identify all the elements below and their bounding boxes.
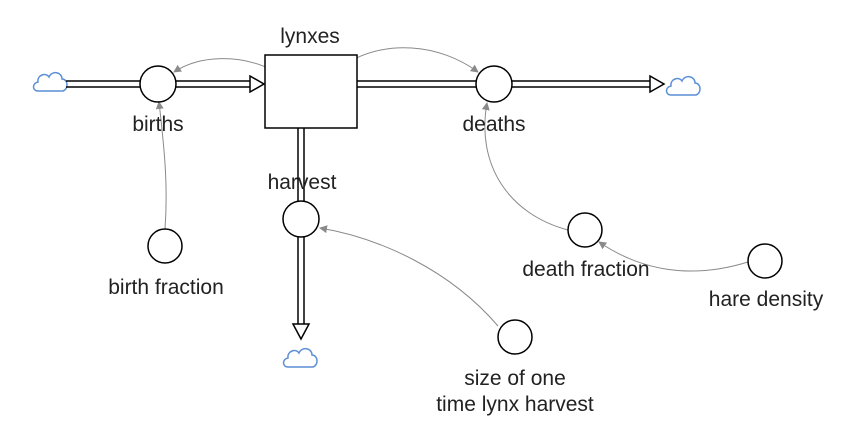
size-of-harvest-label-line-2: time lynx harvest (436, 393, 594, 416)
harvest-valve[interactable] (282, 200, 320, 238)
harvest-label: harvest (268, 171, 337, 194)
death-fraction-converter[interactable] (567, 212, 603, 248)
births-source-cloud-icon (32, 71, 68, 92)
harvest-sink-cloud-icon (282, 347, 318, 368)
size-of-harvest-converter[interactable] (497, 319, 533, 355)
births-valve[interactable] (139, 65, 177, 103)
size-of-harvest-label-line-1: size of one (464, 367, 566, 390)
deaths-valve[interactable] (475, 65, 513, 103)
deaths-label: deaths (462, 113, 525, 136)
link-lynxes-to-births[interactable] (173, 58, 273, 73)
lynxes-label: lynxes (280, 25, 340, 48)
births-label: births (132, 113, 183, 136)
birth-fraction-label: birth fraction (108, 276, 224, 299)
births-flow-pipe[interactable] (66, 74, 266, 94)
birth-fraction-converter[interactable] (147, 228, 183, 264)
link-birth-fraction-to-births[interactable] (155, 101, 167, 230)
link-size-of-harvest-to-harvest[interactable] (319, 225, 499, 327)
hare-density-label: hare density (709, 288, 824, 311)
lynxes-stock[interactable] (264, 54, 358, 129)
link-death-fraction-to-deaths[interactable] (481, 102, 569, 231)
link-lynxes-to-deaths[interactable] (341, 47, 479, 73)
link-hare-density-to-death-fraction[interactable] (598, 241, 749, 272)
harvest-flow-pipe[interactable] (291, 128, 311, 341)
hare-density-converter[interactable] (747, 243, 783, 279)
deaths-sink-cloud-icon (665, 75, 701, 96)
death-fraction-label: death fraction (522, 258, 649, 281)
deaths-flow-pipe[interactable] (357, 74, 666, 94)
